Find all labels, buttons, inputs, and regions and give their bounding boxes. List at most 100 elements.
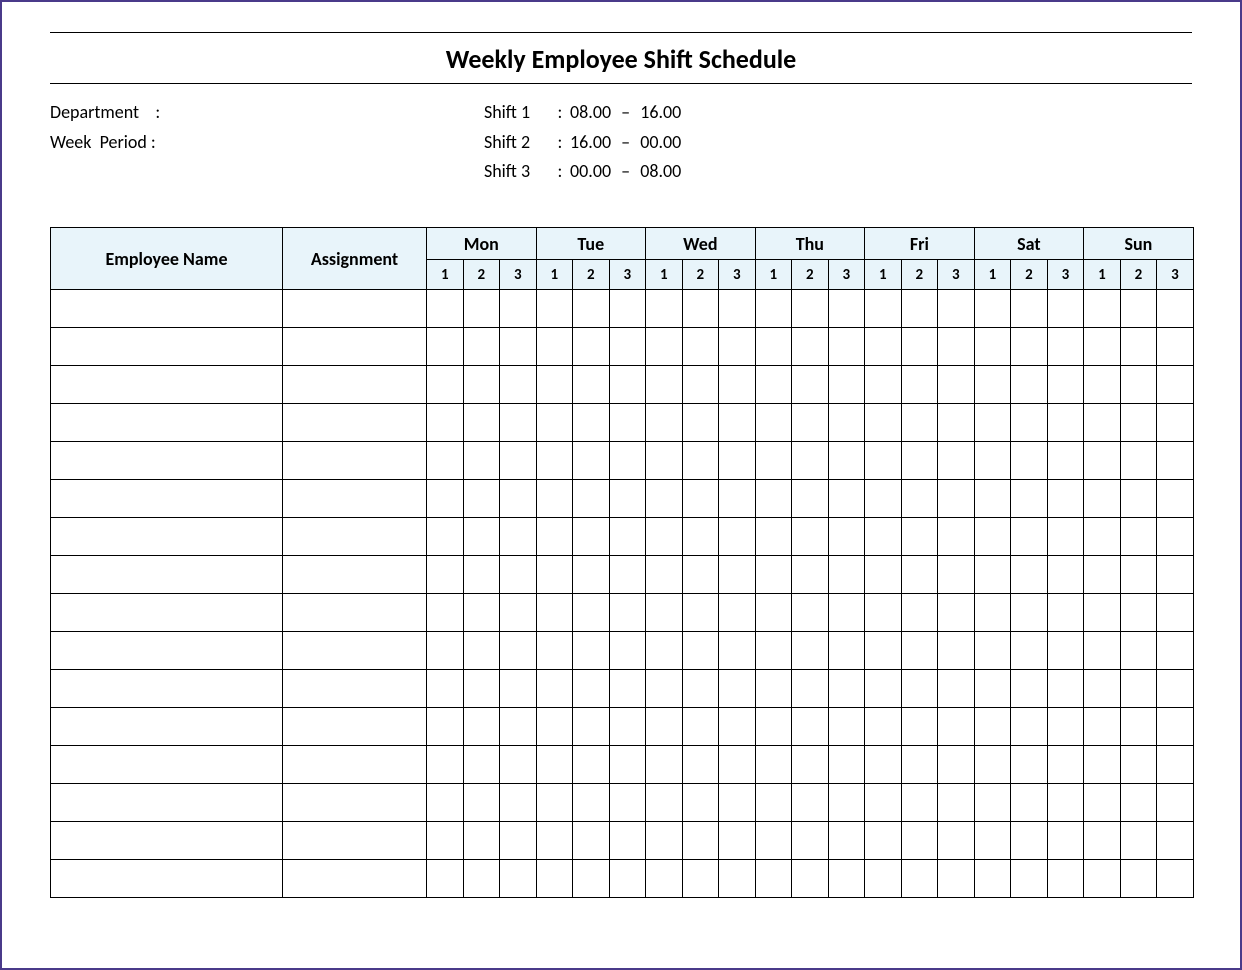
cell-shift[interactable] xyxy=(755,594,792,632)
cell-employee[interactable] xyxy=(51,708,283,746)
cell-shift[interactable] xyxy=(500,328,537,366)
cell-shift[interactable] xyxy=(427,556,464,594)
cell-shift[interactable] xyxy=(974,860,1011,898)
cell-shift[interactable] xyxy=(1157,556,1194,594)
cell-shift[interactable] xyxy=(974,442,1011,480)
cell-shift[interactable] xyxy=(463,518,500,556)
cell-shift[interactable] xyxy=(1120,822,1157,860)
cell-shift[interactable] xyxy=(427,442,464,480)
cell-shift[interactable] xyxy=(828,442,865,480)
cell-shift[interactable] xyxy=(792,746,829,784)
cell-shift[interactable] xyxy=(427,290,464,328)
cell-shift[interactable] xyxy=(573,404,610,442)
cell-shift[interactable] xyxy=(1157,404,1194,442)
cell-shift[interactable] xyxy=(573,366,610,404)
cell-shift[interactable] xyxy=(646,518,683,556)
cell-shift[interactable] xyxy=(938,632,975,670)
cell-shift[interactable] xyxy=(1157,784,1194,822)
cell-shift[interactable] xyxy=(536,708,573,746)
cell-shift[interactable] xyxy=(536,784,573,822)
cell-shift[interactable] xyxy=(828,480,865,518)
cell-shift[interactable] xyxy=(1011,328,1048,366)
cell-shift[interactable] xyxy=(719,404,756,442)
cell-shift[interactable] xyxy=(536,746,573,784)
cell-assignment[interactable] xyxy=(283,328,427,366)
cell-shift[interactable] xyxy=(536,632,573,670)
cell-shift[interactable] xyxy=(427,784,464,822)
cell-shift[interactable] xyxy=(1011,518,1048,556)
cell-shift[interactable] xyxy=(1011,404,1048,442)
cell-shift[interactable] xyxy=(865,404,902,442)
cell-shift[interactable] xyxy=(1084,594,1121,632)
cell-shift[interactable] xyxy=(719,290,756,328)
cell-shift[interactable] xyxy=(536,822,573,860)
cell-shift[interactable] xyxy=(609,556,646,594)
cell-shift[interactable] xyxy=(865,518,902,556)
cell-shift[interactable] xyxy=(500,708,537,746)
cell-shift[interactable] xyxy=(646,860,683,898)
cell-shift[interactable] xyxy=(682,404,719,442)
cell-shift[interactable] xyxy=(1047,518,1084,556)
cell-shift[interactable] xyxy=(755,746,792,784)
cell-shift[interactable] xyxy=(755,784,792,822)
cell-shift[interactable] xyxy=(682,442,719,480)
cell-shift[interactable] xyxy=(427,860,464,898)
cell-shift[interactable] xyxy=(755,556,792,594)
cell-shift[interactable] xyxy=(974,290,1011,328)
cell-shift[interactable] xyxy=(573,290,610,328)
cell-shift[interactable] xyxy=(573,822,610,860)
cell-shift[interactable] xyxy=(1120,670,1157,708)
cell-assignment[interactable] xyxy=(283,366,427,404)
cell-shift[interactable] xyxy=(1011,290,1048,328)
cell-shift[interactable] xyxy=(427,328,464,366)
cell-shift[interactable] xyxy=(463,480,500,518)
cell-shift[interactable] xyxy=(646,594,683,632)
cell-shift[interactable] xyxy=(938,670,975,708)
cell-shift[interactable] xyxy=(1047,290,1084,328)
cell-shift[interactable] xyxy=(427,518,464,556)
cell-shift[interactable] xyxy=(536,670,573,708)
cell-shift[interactable] xyxy=(500,366,537,404)
cell-shift[interactable] xyxy=(755,860,792,898)
cell-shift[interactable] xyxy=(792,442,829,480)
cell-shift[interactable] xyxy=(609,480,646,518)
cell-assignment[interactable] xyxy=(283,404,427,442)
cell-employee[interactable] xyxy=(51,860,283,898)
cell-shift[interactable] xyxy=(901,860,938,898)
cell-shift[interactable] xyxy=(792,708,829,746)
cell-shift[interactable] xyxy=(974,784,1011,822)
cell-shift[interactable] xyxy=(609,366,646,404)
cell-employee[interactable] xyxy=(51,822,283,860)
cell-shift[interactable] xyxy=(1047,480,1084,518)
cell-shift[interactable] xyxy=(463,670,500,708)
cell-shift[interactable] xyxy=(1011,594,1048,632)
cell-shift[interactable] xyxy=(1047,746,1084,784)
cell-assignment[interactable] xyxy=(283,556,427,594)
cell-shift[interactable] xyxy=(792,556,829,594)
cell-shift[interactable] xyxy=(646,556,683,594)
cell-shift[interactable] xyxy=(755,290,792,328)
cell-shift[interactable] xyxy=(792,480,829,518)
cell-shift[interactable] xyxy=(1011,556,1048,594)
cell-shift[interactable] xyxy=(573,518,610,556)
cell-shift[interactable] xyxy=(865,328,902,366)
cell-shift[interactable] xyxy=(1120,290,1157,328)
cell-shift[interactable] xyxy=(974,480,1011,518)
cell-shift[interactable] xyxy=(609,784,646,822)
cell-shift[interactable] xyxy=(1047,556,1084,594)
cell-shift[interactable] xyxy=(1157,632,1194,670)
cell-shift[interactable] xyxy=(755,632,792,670)
cell-shift[interactable] xyxy=(901,594,938,632)
cell-employee[interactable] xyxy=(51,746,283,784)
cell-shift[interactable] xyxy=(682,290,719,328)
cell-shift[interactable] xyxy=(938,366,975,404)
cell-shift[interactable] xyxy=(646,290,683,328)
cell-shift[interactable] xyxy=(792,366,829,404)
cell-shift[interactable] xyxy=(828,632,865,670)
cell-shift[interactable] xyxy=(1120,518,1157,556)
cell-shift[interactable] xyxy=(573,632,610,670)
cell-shift[interactable] xyxy=(755,366,792,404)
cell-employee[interactable] xyxy=(51,670,283,708)
cell-shift[interactable] xyxy=(1157,670,1194,708)
cell-shift[interactable] xyxy=(828,594,865,632)
